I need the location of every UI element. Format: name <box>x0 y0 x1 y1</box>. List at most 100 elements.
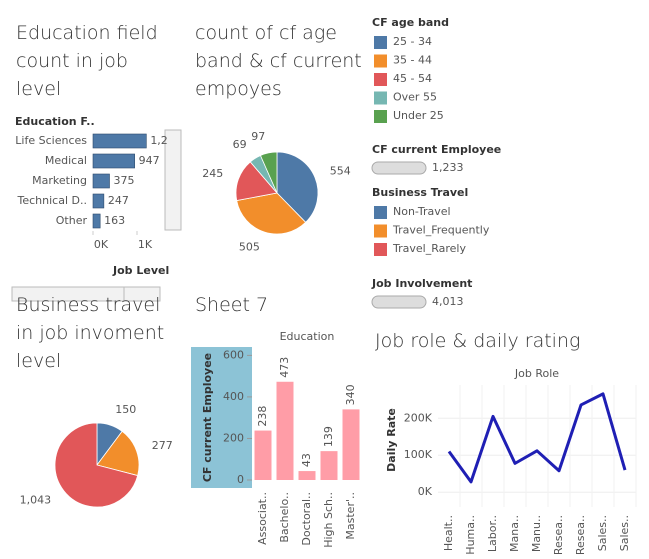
bar <box>92 133 147 149</box>
value-label: 277 <box>152 439 173 452</box>
filter-title: CF current Employee <box>372 143 501 156</box>
x-tick-label: Labor.. <box>486 515 499 552</box>
value-label: 1,2 <box>150 134 168 147</box>
value-label: 69 <box>233 138 247 151</box>
legend-label[interactable]: 45 - 54 <box>393 72 432 85</box>
value-label: 43 <box>300 453 313 467</box>
bar <box>254 430 272 480</box>
legend-swatch[interactable] <box>374 206 387 219</box>
axis-title: Education F.. <box>15 115 95 128</box>
y-tick-label: 600 <box>223 348 244 361</box>
legend-label[interactable]: 35 - 44 <box>393 54 432 67</box>
legend-label[interactable]: Travel_Rarely <box>392 242 466 255</box>
legend-swatch[interactable] <box>374 224 387 238</box>
x-tick-label: 1K <box>138 238 153 251</box>
y-tick-label: 200 <box>223 431 244 444</box>
filter-value: 1,233 <box>432 161 464 174</box>
y-tick-label: 100K <box>404 448 433 461</box>
value-label: 163 <box>104 214 125 227</box>
x-tick-label: Master'.. <box>344 492 357 540</box>
category-label: Other <box>56 214 88 227</box>
title: Sheet 7 <box>195 294 269 316</box>
value-label: 505 <box>239 240 260 253</box>
value-label: 554 <box>330 164 351 177</box>
x-tick-label: Huma.. <box>464 515 477 555</box>
legend-label[interactable]: Non-Travel <box>393 205 451 218</box>
legend-label[interactable]: Over 55 <box>393 91 437 104</box>
filter-title: Job Involvement <box>371 277 472 290</box>
value-label: 150 <box>115 403 136 416</box>
legend-swatch[interactable] <box>374 110 387 123</box>
y-tick-label: 200K <box>404 411 433 424</box>
x-tick-label: High Sch.. <box>322 492 335 548</box>
value-label: 238 <box>256 406 269 427</box>
bar <box>92 173 110 189</box>
slider[interactable] <box>11 286 161 302</box>
bar <box>92 193 105 209</box>
category-label: Life Sciences <box>15 134 87 147</box>
value-label: 245 <box>202 167 223 180</box>
legend-label[interactable]: Under 25 <box>393 109 444 122</box>
x-tick-label: Mana.. <box>508 515 521 552</box>
legend-title: Business Travel <box>372 186 468 199</box>
x-tick-label: 0K <box>94 238 109 251</box>
header: Job Role <box>514 367 559 380</box>
pie-slice <box>235 161 278 202</box>
value-label: 139 <box>322 426 335 447</box>
bar <box>92 153 135 169</box>
value-label: 947 <box>139 154 160 167</box>
title: Business travel in job invoment level <box>16 294 165 372</box>
y-tick-label: 400 <box>223 390 244 403</box>
axis-panel <box>191 347 252 488</box>
legend-swatch[interactable] <box>374 36 387 49</box>
x-tick-label: Healt.. <box>442 515 455 551</box>
line <box>447 392 627 484</box>
title: Job role & daily rating <box>375 330 581 352</box>
bar <box>320 451 338 480</box>
x-tick-label: Associat.. <box>256 492 269 545</box>
category-label: Medical <box>45 154 87 167</box>
bar <box>276 381 294 480</box>
pie-slice <box>236 192 307 235</box>
value-label: 1,043 <box>20 493 52 506</box>
title: count of cf age band & cf current empoye… <box>195 22 362 100</box>
y-tick-label: 0K <box>418 485 433 498</box>
header: Education <box>280 330 335 343</box>
x-tick-label: Manu.. <box>530 515 543 552</box>
slider-track[interactable] <box>371 295 427 309</box>
legend-swatch[interactable] <box>374 243 387 256</box>
bar <box>342 409 360 480</box>
value-label: 473 <box>278 357 291 378</box>
bar <box>92 213 101 229</box>
legend-title: CF age band <box>372 16 449 29</box>
axis-title: CF current Employee <box>201 353 214 482</box>
legend-swatch[interactable] <box>374 54 387 68</box>
filter-label: Job Level <box>112 264 169 277</box>
pie-slice <box>96 430 140 477</box>
value-label: 375 <box>114 174 135 187</box>
axis-title: Daily Rate <box>385 408 398 472</box>
pie-slice <box>276 151 319 223</box>
category-label: Marketing <box>32 174 87 187</box>
legend-swatch[interactable] <box>374 73 387 86</box>
legend-label[interactable]: Travel_Frequently <box>392 224 490 237</box>
filter-value: 4,013 <box>432 295 464 308</box>
value-label: 97 <box>251 130 265 143</box>
title: Education field count in job level <box>16 22 158 100</box>
y-tick-label: 0 <box>237 473 244 486</box>
bar <box>298 471 316 480</box>
slider-track[interactable] <box>371 161 427 175</box>
x-tick-label: Doctoral.. <box>300 492 313 546</box>
scrollbar[interactable] <box>164 129 182 231</box>
x-tick-label: Bachelo.. <box>278 492 291 543</box>
x-tick-label: Sales.. <box>596 515 609 551</box>
x-tick-label: Sales.. <box>618 515 631 551</box>
pie-slice <box>54 422 139 508</box>
legend-swatch[interactable] <box>374 91 387 105</box>
legend-label[interactable]: 25 - 34 <box>393 35 432 48</box>
x-tick-label: Resea.. <box>552 515 565 555</box>
x-tick-label: Resea.. <box>574 515 587 555</box>
value-label: 340 <box>344 384 357 405</box>
